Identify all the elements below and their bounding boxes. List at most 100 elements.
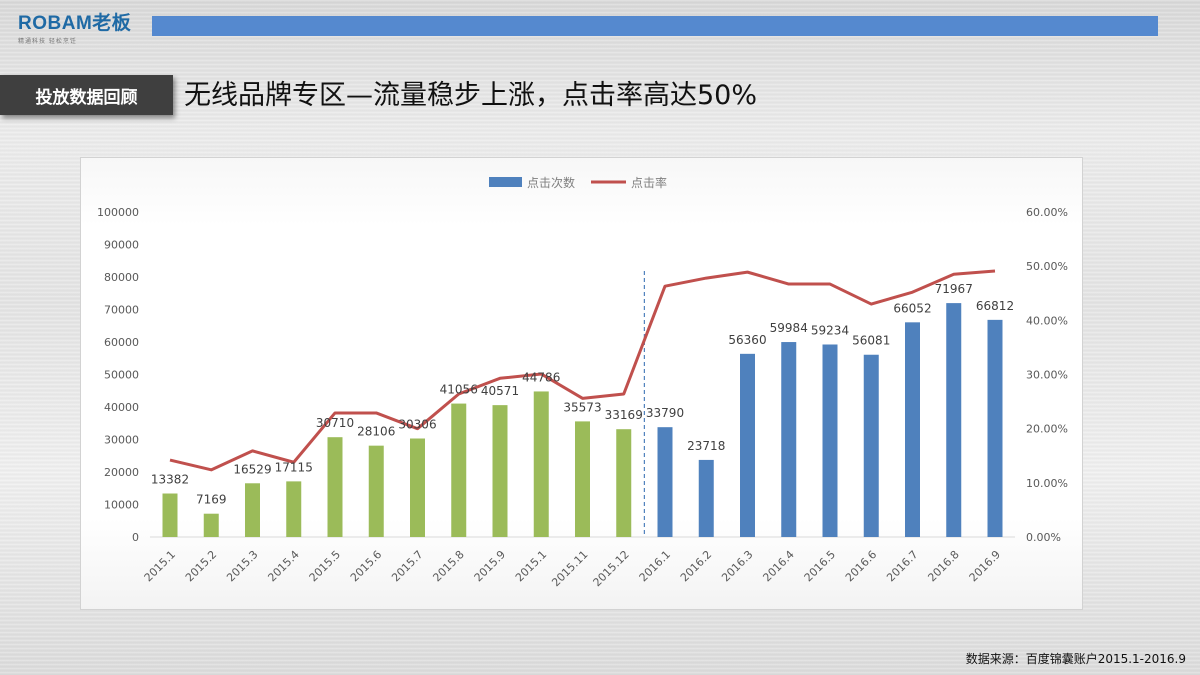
- right-axis-tick: 50.00%: [1026, 260, 1068, 273]
- x-axis-tick: 2015.11: [549, 548, 590, 589]
- bar-value-label: 66052: [893, 301, 931, 315]
- bar: [245, 483, 260, 537]
- x-axis-tick: 2016.1: [637, 548, 673, 584]
- bar-value-label: 71967: [935, 282, 973, 296]
- x-axis-tick: 2015.8: [430, 548, 466, 584]
- legend-bar-swatch: [489, 177, 522, 187]
- bar: [905, 322, 920, 537]
- x-axis-tick: 2015.6: [348, 548, 384, 584]
- legend-label-clicks: 点击次数: [527, 175, 575, 190]
- bar: [740, 353, 755, 537]
- x-axis-tick: 2016.5: [802, 548, 838, 584]
- bar: [368, 445, 384, 537]
- bar-value-label: 16529: [233, 462, 271, 476]
- data-source-note: 数据来源：百度锦囊账户2015.1-2016.9: [965, 652, 1186, 666]
- x-axis-tick: 2016.4: [760, 548, 796, 584]
- bar: [781, 342, 797, 537]
- left-axis-tick: 40000: [104, 401, 139, 414]
- bar: [492, 405, 508, 537]
- logo: ROBAM老板 精通科技 轻松烹饪: [18, 13, 132, 46]
- bar: [863, 354, 879, 537]
- x-axis-tick: 2015.9: [472, 548, 508, 584]
- bar: [822, 344, 838, 537]
- x-axis-tick: 2015.2: [183, 548, 219, 584]
- bar-value-label: 13382: [151, 473, 189, 487]
- bar: [327, 437, 343, 537]
- bar-value-label: 41056: [440, 383, 478, 397]
- section-tag: 投放数据回顾: [0, 75, 173, 115]
- bar-value-label: 30306: [398, 418, 436, 432]
- left-axis-tick: 0: [132, 531, 139, 544]
- left-axis-tick: 30000: [104, 434, 139, 447]
- bar: [946, 303, 962, 537]
- legend-label-ctr: 点击率: [631, 175, 667, 190]
- left-axis-tick: 90000: [104, 239, 139, 252]
- bar: [575, 421, 590, 537]
- bar-value-label: 35573: [563, 400, 601, 414]
- bar-value-label: 30710: [316, 416, 354, 430]
- x-axis-tick: 2016.3: [719, 548, 755, 584]
- x-axis-tick: 2016.2: [678, 548, 714, 584]
- right-axis-tick: 0.00%: [1026, 531, 1061, 544]
- bar: [533, 391, 549, 537]
- x-axis-labels: 2015.1 2015.2 2015.3 2015.4 2015.5 2015.6 2015…: [142, 548, 1003, 589]
- line-series: [169, 269, 996, 472]
- left-axis-tick: 20000: [104, 466, 139, 479]
- combo-chart: 点击次数 点击率 0 10000 20000 30000 40000 50000 60000 7…: [97, 175, 1068, 589]
- bar: [203, 513, 219, 537]
- bar-value-label: 17115: [275, 460, 313, 474]
- left-axis-tick: 80000: [104, 271, 139, 284]
- bar-series: [162, 303, 1003, 537]
- left-axis-tick: 100000: [97, 206, 139, 219]
- chart-legend: 点击次数 点击率: [489, 175, 667, 190]
- bar-value-label: 56081: [852, 334, 890, 348]
- bar: [698, 459, 714, 537]
- bar-value-label: 40571: [481, 384, 519, 398]
- left-axis: 0 10000 20000 30000 40000 50000 60000 70000 8000…: [97, 206, 139, 544]
- left-axis-tick: 50000: [104, 369, 139, 382]
- right-axis-tick: 30.00%: [1026, 369, 1068, 382]
- left-axis-tick: 10000: [104, 499, 139, 512]
- left-axis-tick: 70000: [104, 304, 139, 317]
- left-axis-tick: 60000: [104, 336, 139, 349]
- logo-text: ROBAM老板: [18, 13, 132, 34]
- bar-value-label: 7169: [196, 493, 227, 507]
- bar-value-label: 59234: [811, 323, 849, 337]
- logo-tagline: 精通科技 轻松烹饪: [18, 38, 77, 45]
- bar-value-label: 59984: [770, 321, 808, 335]
- right-axis-tick: 10.00%: [1026, 477, 1068, 490]
- x-axis-tick: 2015.4: [265, 548, 301, 584]
- right-axis-tick: 20.00%: [1026, 423, 1068, 436]
- bar: [286, 481, 302, 537]
- bar-value-label: 33790: [646, 406, 684, 420]
- x-axis-tick: 2016.8: [925, 548, 961, 584]
- bar-value-label: 66812: [976, 299, 1014, 313]
- bar: [987, 319, 1003, 537]
- bar-value-label: 44786: [522, 370, 560, 384]
- x-axis-tick: 2015.5: [307, 548, 343, 584]
- bar: [616, 429, 632, 537]
- chart-panel: 点击次数 点击率 0 10000 20000 30000 40000 50000 60000 7…: [80, 157, 1083, 610]
- x-axis-tick: 2015.1: [513, 548, 549, 584]
- bar-value-label: 56360: [728, 333, 766, 347]
- bar-value-label: 28106: [357, 425, 395, 439]
- x-axis-tick: 2015.1: [142, 548, 178, 584]
- bar: [451, 403, 467, 537]
- bar: [162, 493, 178, 537]
- x-axis-tick: 2016.6: [843, 548, 879, 584]
- right-axis: 0.00% 10.00% 20.00% 30.00% 40.00% 50.00% 60.00…: [1026, 206, 1068, 544]
- x-axis-tick: 2015.12: [591, 548, 632, 589]
- bar: [657, 427, 673, 537]
- page-title: 无线品牌专区—流量稳步上涨，点击率高达50%: [184, 80, 758, 111]
- ctr-line: [169, 269, 996, 472]
- x-axis-tick: 2015.7: [389, 548, 425, 584]
- bar-value-label: 23718: [687, 439, 725, 453]
- bar-value-label: 33169: [605, 408, 643, 422]
- x-axis-tick: 2016.9: [967, 548, 1003, 584]
- right-axis-tick: 60.00%: [1026, 206, 1068, 219]
- right-axis-tick: 40.00%: [1026, 314, 1068, 327]
- x-axis-tick: 2016.7: [884, 548, 920, 584]
- bar: [410, 438, 425, 537]
- x-axis-tick: 2015.3: [224, 548, 260, 584]
